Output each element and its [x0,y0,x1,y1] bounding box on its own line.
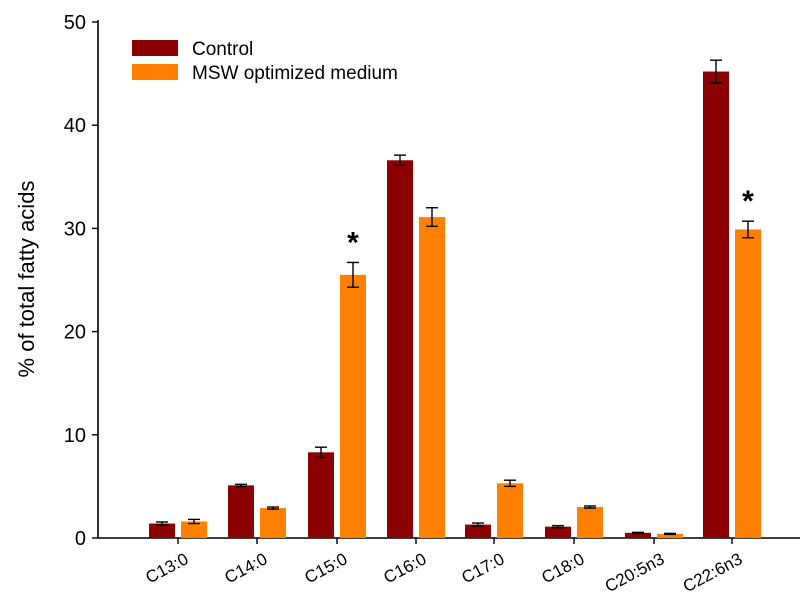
y-tick-label: 10 [64,425,86,447]
y-tick-label: 20 [64,322,86,344]
legend-swatch [132,64,178,80]
x-tick-label: C16:0 [380,549,429,587]
legend-swatch [132,40,178,56]
bar-msw-C22-6n3 [735,229,761,538]
x-tick-label: C22:6n3 [680,549,746,596]
x-tick-label: C15:0 [301,549,350,587]
bar-msw-C17-0 [497,483,523,538]
x-tick-label: C17:0 [458,549,507,587]
bar-control-C20-5n3 [625,532,651,538]
bars-group: ** [149,59,761,538]
bar-msw-C20-5n3 [657,533,683,538]
bar-control-C13-0 [149,523,175,538]
bar-control-C22-6n3 [703,71,729,538]
bar-control-C15-0 [308,452,334,538]
y-axis: 0 10 20 30 40 50 [64,12,99,550]
bar-control-C16-0 [387,160,413,538]
y-tick-label: 0 [75,528,86,550]
legend-label: MSW optimized medium [192,63,398,84]
legend: Control MSW optimized medium [132,39,398,84]
legend-label: Control [192,39,253,60]
bar-control-C18-0 [545,526,571,538]
x-tick-label: C14:0 [221,549,270,587]
bar-msw-C16-0 [419,217,445,538]
bar-msw-C15-0 [340,274,366,538]
y-tick-label: 40 [64,115,86,137]
y-tick-label: 50 [64,12,86,34]
bar-control-C14-0 [228,485,254,538]
significance-marker: * [742,185,754,218]
bar-msw-C18-0 [577,507,603,538]
x-axis: C13:0 C14:0 C15:0 C16:0 C17:0 C18:0 C20:5n3 C22… [98,537,800,596]
y-tick-label: 30 [64,218,86,240]
x-tick-label: C18:0 [538,549,587,587]
x-tick-label: C13:0 [142,549,191,587]
y-axis-label: % of total fatty acids [14,181,39,378]
bar-msw-C14-0 [260,508,286,538]
x-tick-label: C20:5n3 [602,549,668,596]
bar-msw-C13-0 [181,521,207,538]
significance-marker: * [347,226,359,259]
bar-control-C17-0 [465,524,491,538]
